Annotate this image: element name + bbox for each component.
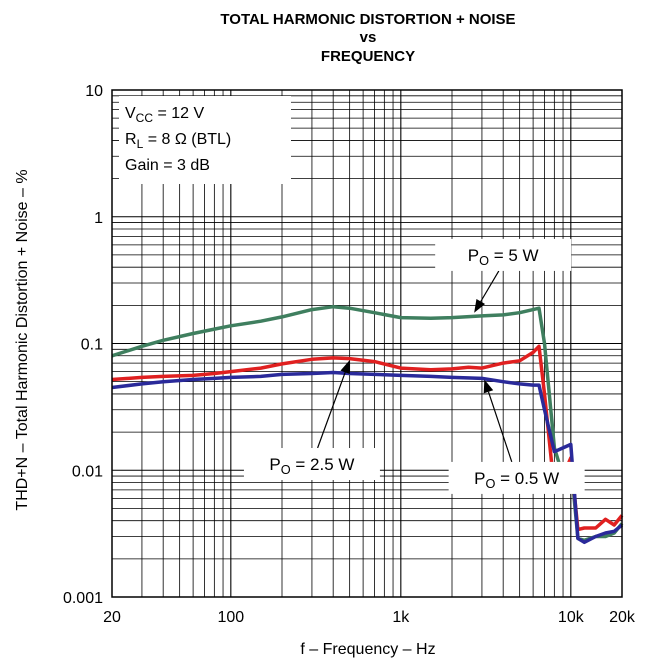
x-tick-label: 100 (217, 609, 244, 626)
x-tick-label: 10k (558, 609, 585, 626)
annotation-arrowhead (474, 298, 486, 313)
annotation-arrow (317, 372, 346, 449)
conditions-background (119, 96, 291, 184)
chart-title-line2: vs (360, 29, 377, 46)
series-lines (111, 304, 624, 545)
condition-text: RL = 8 Ω (BTL) (125, 131, 231, 151)
y-tick-label: 0.1 (81, 337, 103, 354)
x-tick-label: 20k (609, 609, 636, 626)
tick-labels: 20 100 1k 10k 20k 10 1 0.1 0.01 0.001 (63, 83, 636, 626)
annotation-background (243, 448, 380, 481)
x-tick-label: 1k (392, 609, 410, 626)
x-tick-label: 20 (103, 609, 121, 626)
y-axis-label: THD+N – Total Harmonic Distortion + Nois… (14, 169, 31, 510)
chart-title-line3: FREQUENCY (321, 48, 415, 65)
annotation-arrowhead (483, 379, 494, 394)
annotation-background (448, 461, 585, 494)
y-tick-label: 1 (94, 210, 103, 227)
series-line-2 (111, 370, 624, 545)
condition-text: Gain = 3 dB (125, 157, 210, 174)
conditions-box: VCC = 12 V RL = 8 Ω (BTL) Gain = 3 dB (119, 96, 291, 184)
series-annotations: PO = 5 W PO = 2.5 W PO = 0.5 W (243, 238, 585, 494)
y-tick-label: 10 (85, 83, 103, 100)
series-label-0: PO = 5 W (468, 246, 539, 268)
plot-frame (111, 89, 623, 598)
condition-text: VCC = 12 V (125, 105, 204, 125)
chart-title-line1: TOTAL HARMONIC DISTORTION + NOISE (220, 11, 515, 28)
series-line-0 (111, 304, 624, 543)
annotation-arrow (487, 391, 513, 463)
series-label-1: PO = 2.5 W (269, 455, 354, 477)
annotation-arrowhead (340, 360, 350, 375)
x-axis-label: f – Frequency – Hz (300, 641, 435, 658)
y-tick-label: 0.001 (63, 590, 103, 607)
y-tick-label: 0.01 (72, 463, 103, 480)
series-label-2: PO = 0.5 W (474, 469, 559, 491)
annotation-background (435, 238, 572, 271)
annotation-arrow (480, 270, 500, 302)
